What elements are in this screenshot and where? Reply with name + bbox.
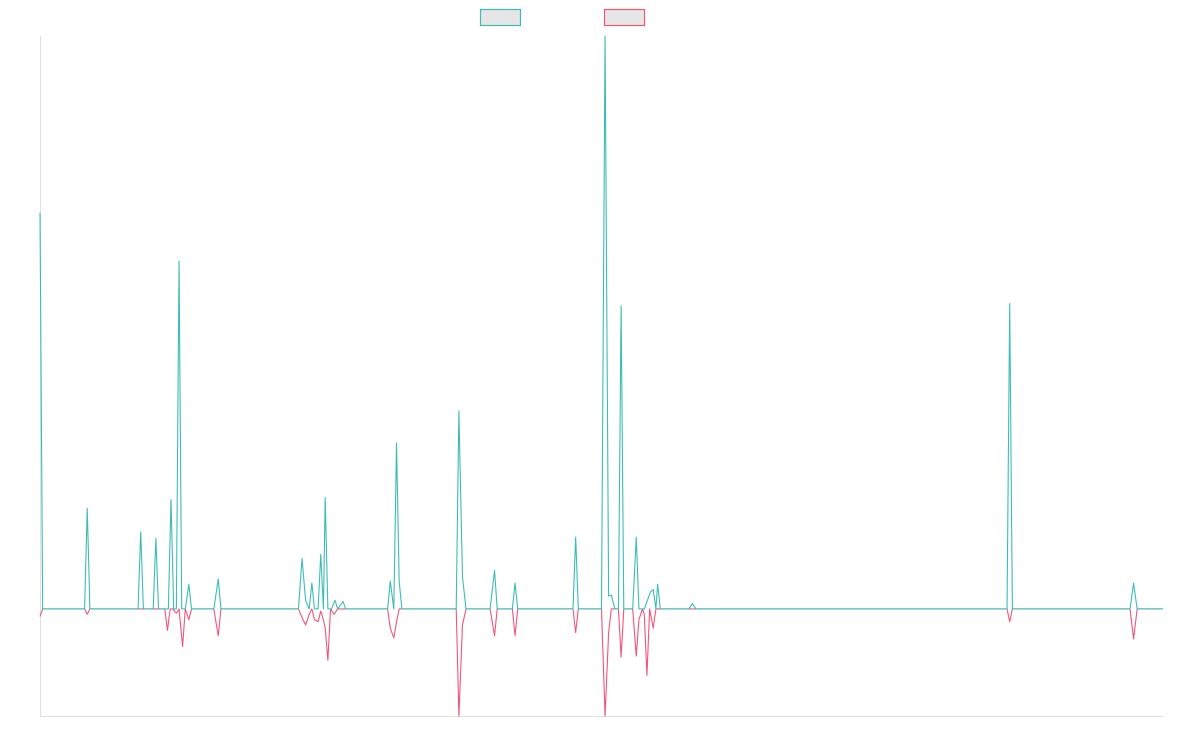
legend-item-series-2[interactable] bbox=[603, 8, 646, 27]
series-line-1 bbox=[39, 35, 1163, 610]
chart-axes bbox=[40, 36, 1163, 717]
series-group bbox=[39, 35, 1163, 717]
series-line-2 bbox=[39, 608, 1163, 717]
legend bbox=[479, 8, 646, 27]
legend-item-series-1[interactable] bbox=[479, 8, 522, 27]
